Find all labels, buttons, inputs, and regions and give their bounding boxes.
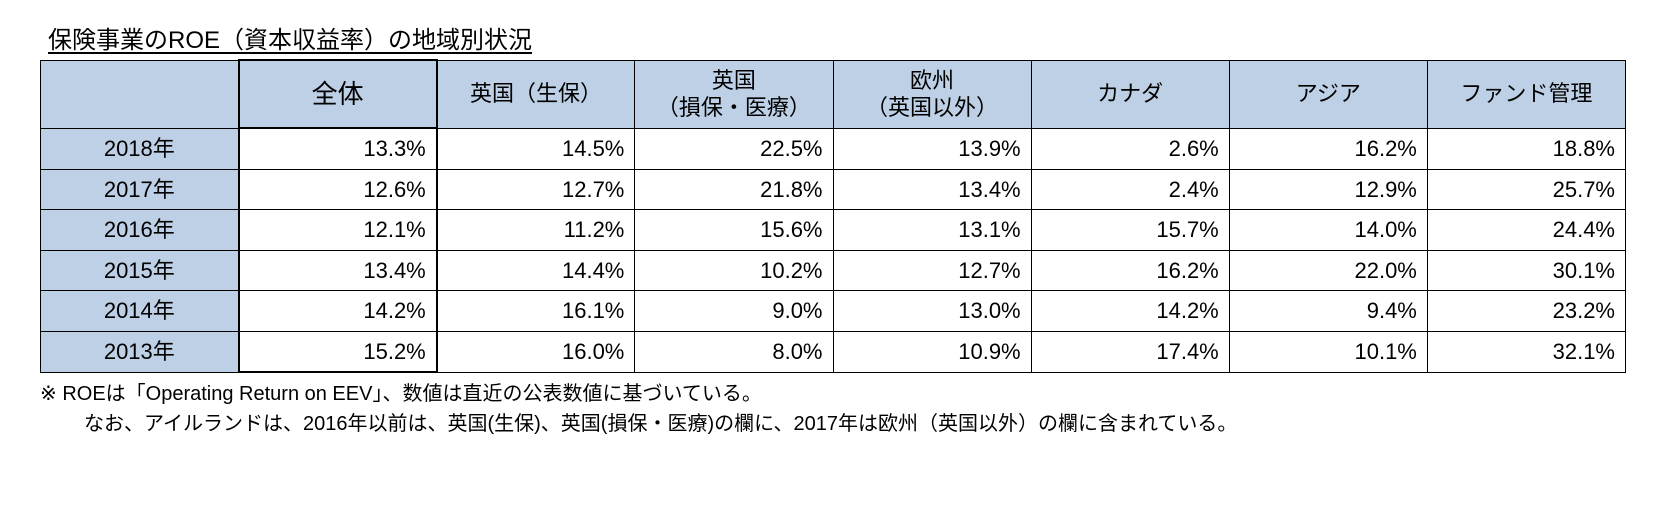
value-cell: 25.7% xyxy=(1427,169,1625,210)
value-cell: 2.4% xyxy=(1031,169,1229,210)
value-cell: 10.1% xyxy=(1229,331,1427,372)
value-cell: 14.5% xyxy=(437,128,635,169)
value-cell: 16.1% xyxy=(437,291,635,332)
year-cell: 2014年 xyxy=(41,291,239,332)
table-row: 2013年15.2%16.0%8.0%10.9%17.4%10.1%32.1% xyxy=(41,331,1626,372)
value-cell: 16.0% xyxy=(437,331,635,372)
value-cell: 32.1% xyxy=(1427,331,1625,372)
value-cell: 13.9% xyxy=(833,128,1031,169)
value-cell: 14.2% xyxy=(239,291,437,332)
value-cell: 30.1% xyxy=(1427,250,1625,291)
value-cell: 16.2% xyxy=(1229,128,1427,169)
value-cell: 14.0% xyxy=(1229,210,1427,251)
value-cell: 12.7% xyxy=(437,169,635,210)
value-cell: 11.2% xyxy=(437,210,635,251)
value-cell: 16.2% xyxy=(1031,250,1229,291)
value-cell: 12.1% xyxy=(239,210,437,251)
value-cell: 13.4% xyxy=(239,250,437,291)
table-row: 2017年12.6%12.7%21.8%13.4%2.4%12.9%25.7% xyxy=(41,169,1626,210)
value-cell: 22.0% xyxy=(1229,250,1427,291)
value-cell: 14.4% xyxy=(437,250,635,291)
year-cell: 2013年 xyxy=(41,331,239,372)
header-cell: 全体 xyxy=(239,60,437,128)
table-row: 2015年13.4%14.4%10.2%12.7%16.2%22.0%30.1% xyxy=(41,250,1626,291)
value-cell: 17.4% xyxy=(1031,331,1229,372)
value-cell: 9.4% xyxy=(1229,291,1427,332)
value-cell: 12.7% xyxy=(833,250,1031,291)
value-cell: 13.4% xyxy=(833,169,1031,210)
table-title: 保険事業のROE（資本収益率）の地域別状況 xyxy=(48,20,1626,55)
year-cell: 2015年 xyxy=(41,250,239,291)
table-row: 2016年12.1%11.2%15.6%13.1%15.7%14.0%24.4% xyxy=(41,210,1626,251)
header-cell: 英国（損保・医療） xyxy=(635,60,833,128)
value-cell: 13.1% xyxy=(833,210,1031,251)
year-cell: 2017年 xyxy=(41,169,239,210)
value-cell: 13.3% xyxy=(239,128,437,169)
value-cell: 8.0% xyxy=(635,331,833,372)
value-cell: 18.8% xyxy=(1427,128,1625,169)
value-cell: 10.2% xyxy=(635,250,833,291)
value-cell: 9.0% xyxy=(635,291,833,332)
footnote-line-1: ※ ROEは「Operating Return on EEV」、数値は直近の公表… xyxy=(40,383,762,405)
year-cell: 2018年 xyxy=(41,128,239,169)
value-cell: 22.5% xyxy=(635,128,833,169)
header-cell: 英国（生保） xyxy=(437,60,635,128)
table-row: 2018年13.3%14.5%22.5%13.9%2.6%16.2%18.8% xyxy=(41,128,1626,169)
value-cell: 10.9% xyxy=(833,331,1031,372)
table-row: 2014年14.2%16.1%9.0%13.0%14.2%9.4%23.2% xyxy=(41,291,1626,332)
year-cell: 2016年 xyxy=(41,210,239,251)
footnote: ※ ROEは「Operating Return on EEV」、数値は直近の公表… xyxy=(40,379,1626,439)
footnote-line-2: なお、アイルランドは、2016年以前は、英国(生保)、英国(損保・医療)の欄に、… xyxy=(40,409,1626,439)
header-cell: ファンド管理 xyxy=(1427,60,1625,128)
header-cell: アジア xyxy=(1229,60,1427,128)
value-cell: 14.2% xyxy=(1031,291,1229,332)
roe-table: 全体英国（生保）英国（損保・医療）欧州（英国以外）カナダアジアファンド管理 20… xyxy=(40,59,1626,373)
value-cell: 13.0% xyxy=(833,291,1031,332)
table-body: 2018年13.3%14.5%22.5%13.9%2.6%16.2%18.8%2… xyxy=(41,128,1626,372)
header-row: 全体英国（生保）英国（損保・医療）欧州（英国以外）カナダアジアファンド管理 xyxy=(41,60,1626,128)
value-cell: 15.6% xyxy=(635,210,833,251)
value-cell: 15.2% xyxy=(239,331,437,372)
value-cell: 23.2% xyxy=(1427,291,1625,332)
value-cell: 24.4% xyxy=(1427,210,1625,251)
value-cell: 12.6% xyxy=(239,169,437,210)
header-cell: カナダ xyxy=(1031,60,1229,128)
value-cell: 15.7% xyxy=(1031,210,1229,251)
value-cell: 12.9% xyxy=(1229,169,1427,210)
value-cell: 2.6% xyxy=(1031,128,1229,169)
header-blank xyxy=(41,60,239,128)
header-cell: 欧州（英国以外） xyxy=(833,60,1031,128)
value-cell: 21.8% xyxy=(635,169,833,210)
